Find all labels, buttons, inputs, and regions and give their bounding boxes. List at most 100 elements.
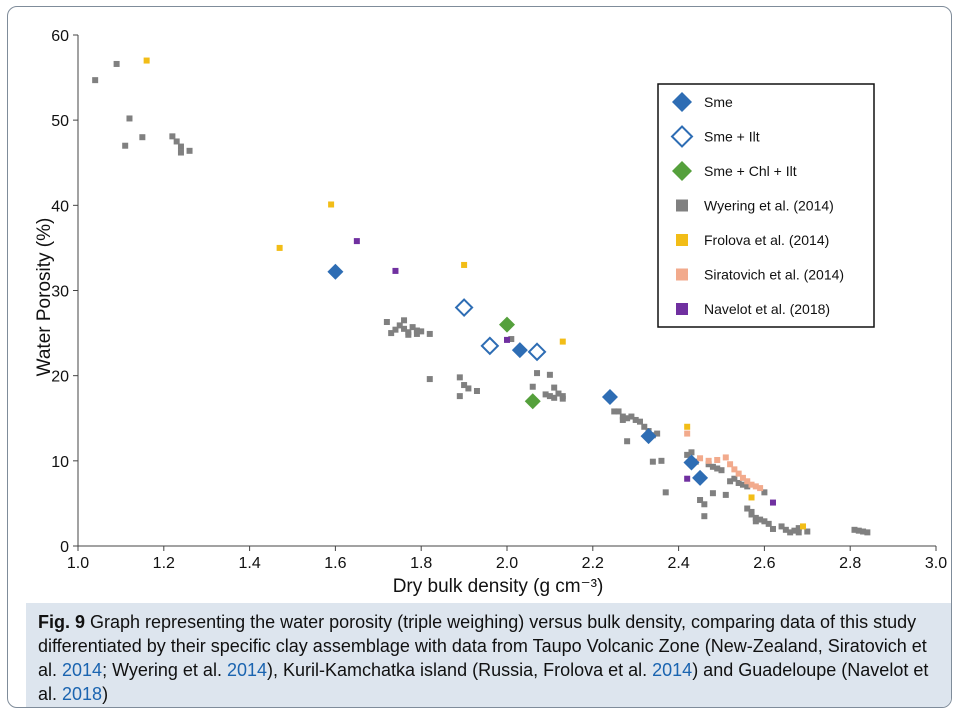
- data-point: [752, 483, 759, 490]
- data-point: [761, 489, 768, 496]
- data-point: [709, 490, 716, 497]
- data-point: [559, 338, 566, 345]
- data-point: [718, 467, 725, 474]
- data-point: [662, 489, 669, 496]
- data-point: [122, 142, 129, 149]
- data-point: [684, 430, 691, 437]
- x-tick-label: 1.0: [67, 555, 89, 572]
- data-point: [735, 470, 742, 477]
- y-tick-label: 60: [51, 28, 69, 45]
- data-point: [782, 526, 789, 533]
- data-point: [864, 529, 871, 536]
- data-point: [504, 336, 510, 343]
- data-point: [426, 330, 433, 337]
- data-point: [169, 133, 176, 140]
- legend-marker: [676, 268, 688, 281]
- data-point: [714, 465, 721, 472]
- data-point: [649, 458, 656, 465]
- caption-text: Graph representing the water porosity (t…: [38, 612, 928, 704]
- data-point: [727, 461, 734, 468]
- data-point: [752, 514, 759, 521]
- figure-frame: 1.0 1.2 1.4 1.6 1.8 2.0 2.2 2.4 2.6 2.8 3.0 0 10 20 30…: [7, 6, 952, 708]
- x-tick-label: 2.6: [753, 555, 775, 572]
- x-axis-label: Dry bulk density (g cm⁻³): [393, 576, 604, 597]
- x-tick-label: 1.6: [324, 555, 346, 572]
- y-tick-label: 30: [51, 284, 69, 301]
- data-point: [709, 463, 716, 470]
- data-point: [529, 383, 536, 390]
- data-point: [511, 342, 528, 359]
- data-point: [186, 147, 193, 154]
- data-point: [705, 461, 712, 468]
- scatter-chart: 1.0 1.2 1.4 1.6 1.8 2.0 2.2 2.4 2.6 2.8 3.0 0 10 20 30…: [34, 28, 947, 597]
- data-point: [454, 298, 474, 317]
- data-point: [628, 413, 635, 420]
- data-point: [392, 267, 399, 274]
- data-point: [601, 388, 618, 405]
- caption-citation-link[interactable]: 2014: [62, 660, 103, 680]
- legend-label: Siratovich et al. (2014): [704, 267, 844, 283]
- data-point: [735, 479, 742, 486]
- data-point: [426, 376, 433, 383]
- caption-citation-link[interactable]: 2018: [62, 684, 103, 704]
- data-point: [126, 115, 133, 122]
- data-point: [744, 478, 751, 485]
- y-axis-label: Water Porosity (%): [34, 218, 55, 377]
- data-point: [658, 457, 665, 464]
- data-point: [714, 456, 721, 463]
- legend-marker: [672, 161, 692, 181]
- data-point: [619, 416, 626, 423]
- data-point: [611, 408, 618, 415]
- data-point: [804, 528, 811, 535]
- data-point: [542, 391, 549, 398]
- data-point: [173, 138, 180, 145]
- caption-text-part: ), Kuril-Kamchatka island (Russia, Frolo…: [267, 660, 653, 680]
- data-point: [757, 485, 764, 492]
- data-point: [413, 327, 420, 334]
- data-point: [641, 423, 648, 430]
- caption-citation-link[interactable]: 2014: [226, 660, 267, 680]
- x-tick-label: 2.2: [582, 555, 604, 572]
- chart-axes: 1.0 1.2 1.4 1.6 1.8 2.0 2.2 2.4 2.6 2.8 3.0 0 10 20 30…: [51, 28, 947, 572]
- legend-label: Sme: [704, 94, 733, 110]
- caption-citation-link[interactable]: 2014: [652, 660, 693, 680]
- data-point: [177, 149, 184, 156]
- caption-text-part: Graph representing the water porosity (t…: [38, 612, 927, 680]
- data-point: [555, 390, 562, 397]
- x-tick-label: 2.4: [667, 555, 689, 572]
- figure-caption: Fig. 9 Graph representing the water poro…: [26, 603, 951, 707]
- data-point: [551, 384, 558, 391]
- data-point: [688, 449, 695, 456]
- caption-text-part: ): [102, 684, 109, 704]
- data-point: [143, 57, 150, 64]
- data-point: [405, 331, 412, 338]
- data-point: [534, 370, 541, 377]
- data-point: [456, 374, 463, 381]
- data-point: [624, 438, 631, 445]
- data-point: [860, 528, 867, 535]
- caption-label: Fig. 9: [38, 612, 86, 632]
- data-point: [684, 423, 691, 430]
- x-tick-label: 2.0: [496, 555, 518, 572]
- data-point: [748, 494, 755, 501]
- data-point: [791, 527, 798, 534]
- data-point: [499, 316, 515, 333]
- legend-marker: [676, 234, 688, 246]
- data-point: [524, 393, 541, 410]
- data-point: [619, 413, 626, 420]
- y-tick-label: 20: [51, 369, 69, 386]
- data-point: [508, 336, 515, 343]
- legend-box: [657, 83, 875, 328]
- data-point: [800, 523, 807, 530]
- legend-label: Frolova et al. (2014): [704, 232, 829, 248]
- y-tick-label: 0: [60, 539, 69, 556]
- data-point: [353, 238, 360, 245]
- data-point: [722, 454, 729, 461]
- legend-marker: [672, 92, 692, 112]
- data-point: [383, 319, 390, 326]
- data-point: [113, 60, 120, 67]
- legend-label: Sme + Chl + Ilt: [704, 163, 797, 179]
- data-point: [701, 501, 708, 508]
- data-point: [795, 525, 802, 532]
- data-point: [752, 518, 759, 525]
